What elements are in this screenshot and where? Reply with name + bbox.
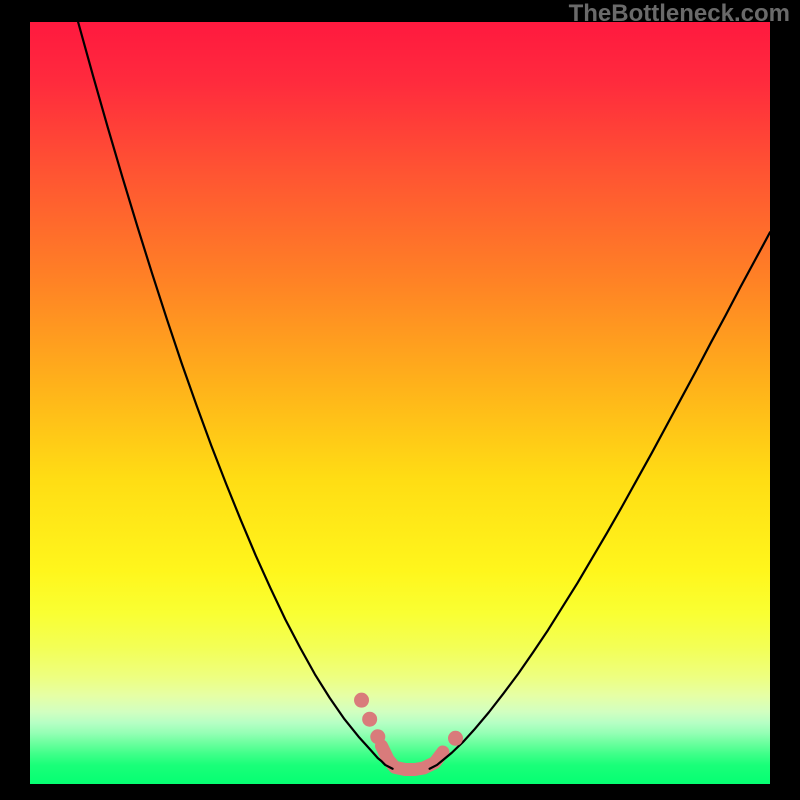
curve-right (430, 232, 770, 768)
curve-left (78, 22, 393, 769)
watermark-text: TheBottleneck.com (569, 0, 790, 28)
chart-stage: TheBottleneck.com (0, 0, 800, 800)
marker-dot-2 (370, 729, 385, 744)
marker-dot-3 (448, 731, 463, 746)
curves-svg (30, 22, 770, 784)
marker-dot-0 (354, 693, 369, 708)
marker-dot-1 (362, 712, 377, 727)
plot-area (30, 22, 770, 784)
